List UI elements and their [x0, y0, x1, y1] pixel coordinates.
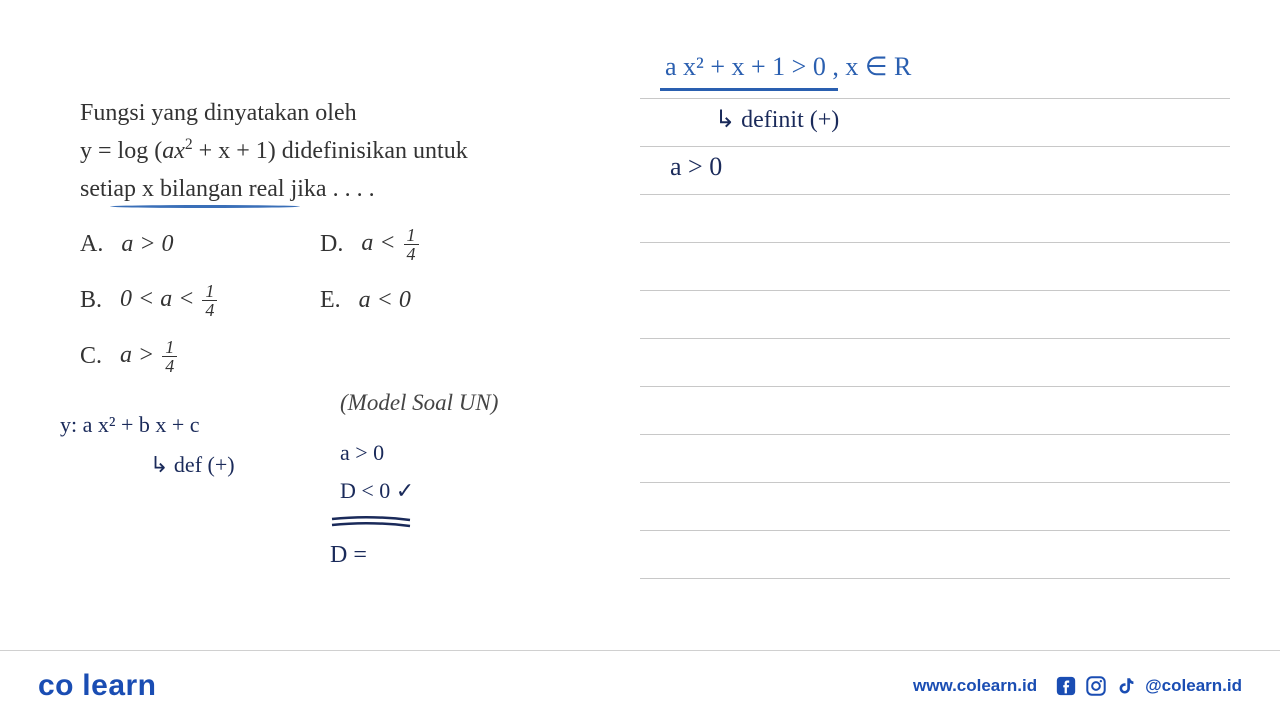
opt-B-num: 1	[202, 282, 217, 301]
opt-C-den: 4	[162, 357, 177, 375]
opt-A-label: A.	[80, 226, 103, 262]
footer-url[interactable]: www.colearn.id	[913, 676, 1037, 696]
options-grid: A. a > 0 D. a < 14 B. 0 < a < 14 E. a < …	[80, 225, 560, 393]
opt-B-frac: 14	[202, 282, 217, 319]
hw-left-4: D < 0 ✓	[340, 478, 414, 504]
question-line3: setiap x bilangan real jika . . . .	[80, 171, 580, 207]
opt-C-label: C.	[80, 338, 102, 374]
hw-left-1: y: a x² + b x + c	[60, 412, 200, 438]
hw-right-2: ↳ definit (+)	[715, 105, 839, 134]
ruled-line	[640, 530, 1230, 531]
opt-C-text: a > 14	[120, 337, 179, 375]
opt-D-frac: 14	[404, 226, 419, 263]
hw-right-1: a x² + x + 1 > 0 , x ∈ R	[665, 52, 911, 82]
ruled-line	[640, 194, 1230, 195]
opt-B-den: 4	[202, 301, 217, 319]
q-line3-underlined: x bilangan real	[142, 176, 285, 202]
ruled-line	[640, 482, 1230, 483]
underline-stroke	[110, 205, 300, 208]
social-icons: @colearn.id	[1055, 675, 1242, 697]
q-line2-mid: + x + 1) didefinisikan untuk	[193, 138, 468, 164]
ruled-line	[640, 386, 1230, 387]
q-line2-ital: ax	[162, 138, 185, 164]
opt-D-den: 4	[404, 245, 419, 263]
footer-right: www.colearn.id @colearn.id	[913, 675, 1242, 697]
opt-B-pre: 0 < a <	[120, 286, 200, 312]
brand-logo: co learn	[38, 669, 157, 703]
q-line3-pre: setiap	[80, 176, 142, 202]
opt-C-pre: a >	[120, 342, 160, 368]
ruled-line	[640, 290, 1230, 291]
instagram-icon[interactable]	[1085, 675, 1107, 697]
ruled-line	[640, 578, 1230, 579]
footer-bar: co learn www.colearn.id @colearn.id	[0, 650, 1280, 720]
logo-learn: learn	[82, 669, 156, 702]
logo-dot	[74, 670, 82, 701]
question-line1: Fungsi yang dinyatakan oleh	[80, 95, 580, 131]
social-handle[interactable]: @colearn.id	[1145, 676, 1242, 696]
opt-E-text: a < 0	[359, 282, 411, 318]
tiktok-icon[interactable]	[1115, 675, 1137, 697]
ruled-line	[640, 338, 1230, 339]
opt-D-text: a < 14	[361, 225, 420, 263]
q-line2-pre: y = log (	[80, 138, 162, 164]
ruled-line	[640, 98, 1230, 99]
option-C: C. a > 14	[80, 337, 560, 375]
q-line3-post: jika . . . .	[285, 176, 375, 202]
question-block: Fungsi yang dinyatakan oleh y = log (ax2…	[80, 95, 580, 393]
opt-C-frac: 14	[162, 338, 177, 375]
opt-E-label: E.	[320, 282, 341, 318]
ruled-notebook-area	[640, 50, 1230, 610]
hw-right-3: a > 0	[670, 152, 722, 182]
opt-A-text: a > 0	[121, 226, 173, 262]
facebook-icon[interactable]	[1055, 675, 1077, 697]
opt-D-num: 1	[404, 226, 419, 245]
opt-C-num: 1	[162, 338, 177, 357]
ruled-line	[640, 146, 1230, 147]
hw-left-3: a > 0	[340, 440, 384, 466]
hw-double-underline	[330, 515, 412, 529]
opt-B-text: 0 < a < 14	[120, 281, 219, 319]
opt-B-label: B.	[80, 282, 102, 318]
q-line2-sup: 2	[185, 136, 193, 153]
question-line2: y = log (ax2 + x + 1) didefinisikan untu…	[80, 133, 580, 169]
content-area: Fungsi yang dinyatakan oleh y = log (ax2…	[0, 0, 1280, 640]
option-B: B. 0 < a < 14	[80, 281, 320, 319]
opt-D-label: D.	[320, 226, 343, 262]
opt-D-pre: a <	[361, 230, 401, 256]
ruled-line	[640, 242, 1230, 243]
option-D: D. a < 14	[320, 225, 560, 263]
option-A: A. a > 0	[80, 225, 320, 263]
hw-left-2: ↳ def (+)	[150, 452, 235, 478]
option-E: E. a < 0	[320, 281, 560, 319]
q-line3-underlined-wrap: x bilangan real	[142, 176, 285, 202]
model-note: (Model Soal UN)	[340, 390, 498, 416]
hw-right-1-underline	[660, 88, 838, 91]
hw-left-5: D =	[330, 542, 367, 569]
logo-co: co	[38, 669, 74, 702]
ruled-line	[640, 434, 1230, 435]
